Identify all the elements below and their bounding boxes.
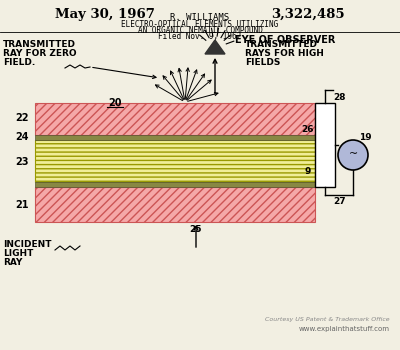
Text: www.explainthatstuff.com: www.explainthatstuff.com <box>299 326 390 332</box>
Text: 3,322,485: 3,322,485 <box>271 8 345 21</box>
Text: Filed Nov. 9, 1962: Filed Nov. 9, 1962 <box>158 32 242 41</box>
Text: RAY: RAY <box>3 258 22 267</box>
Text: FIELDS: FIELDS <box>245 58 280 67</box>
Text: ~: ~ <box>348 149 358 159</box>
Text: TRANSMITTED: TRANSMITTED <box>3 40 76 49</box>
Text: 24: 24 <box>15 132 29 142</box>
Circle shape <box>338 140 368 170</box>
Bar <box>35 187 315 222</box>
Text: 23: 23 <box>15 157 29 167</box>
Text: 28: 28 <box>334 93 346 103</box>
Text: FIELD.: FIELD. <box>3 58 35 67</box>
Text: 27: 27 <box>334 197 346 206</box>
Text: 19: 19 <box>359 133 371 141</box>
Text: AN ORGANIC NEMATIC COMPOUND: AN ORGANIC NEMATIC COMPOUND <box>138 26 262 35</box>
Text: R. WILLIAMS: R. WILLIAMS <box>170 13 230 22</box>
Polygon shape <box>205 40 225 54</box>
Text: LIGHT: LIGHT <box>3 249 33 258</box>
Text: INCIDENT: INCIDENT <box>3 240 52 249</box>
Bar <box>35 103 315 135</box>
Text: 20: 20 <box>108 98 122 108</box>
Text: TRANSMITTED: TRANSMITTED <box>245 40 318 49</box>
Text: ELECTRO-OPTICAL ELEMENTS UTILIZING: ELECTRO-OPTICAL ELEMENTS UTILIZING <box>121 20 279 29</box>
Text: 9: 9 <box>305 168 311 176</box>
Bar <box>35 182 315 187</box>
Text: 25: 25 <box>190 225 202 234</box>
Text: RAY FOR ZERO: RAY FOR ZERO <box>3 49 77 58</box>
Bar <box>35 140 315 182</box>
Text: 26: 26 <box>302 126 314 134</box>
Text: EYE OF OBSERVER: EYE OF OBSERVER <box>235 35 335 45</box>
Bar <box>35 135 315 140</box>
Bar <box>315 103 335 187</box>
Text: 21: 21 <box>15 200 29 210</box>
Text: RAYS FOR HIGH: RAYS FOR HIGH <box>245 49 324 58</box>
Text: 22: 22 <box>15 113 29 123</box>
Text: Courtesy US Patent & Trademark Office: Courtesy US Patent & Trademark Office <box>265 317 390 322</box>
Text: May 30, 1967: May 30, 1967 <box>55 8 155 21</box>
